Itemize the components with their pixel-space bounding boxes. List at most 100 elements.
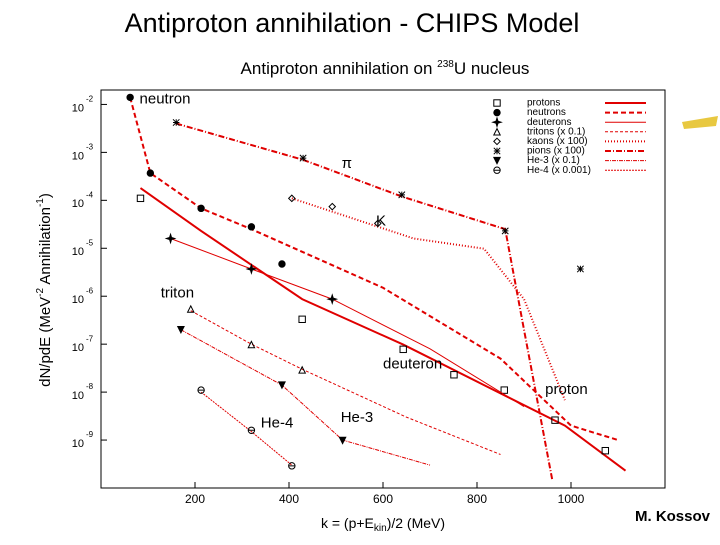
legend-label: He-4 (x 0.001) xyxy=(527,165,591,176)
legend-marker xyxy=(491,116,503,129)
data-point xyxy=(287,194,296,203)
y-tick-exponent: -9 xyxy=(86,430,94,439)
data-point xyxy=(172,118,180,127)
model-curve xyxy=(180,329,431,466)
data-point xyxy=(247,340,256,349)
model-curve xyxy=(129,97,619,442)
y-tick-exponent: -3 xyxy=(86,142,94,151)
data-point xyxy=(299,154,307,162)
data-point xyxy=(277,381,286,390)
x-tick-label: 400 xyxy=(279,492,299,506)
data-point xyxy=(247,426,256,434)
author: M. Kossov xyxy=(635,508,711,525)
data-point xyxy=(373,219,382,228)
y-tick-label: 10 xyxy=(72,390,84,402)
legend-label: pions (x 100) xyxy=(527,146,585,157)
data-point xyxy=(338,436,347,445)
y-tick-exponent: -7 xyxy=(86,334,94,343)
x-tick-label: 800 xyxy=(467,492,487,506)
legend-marker xyxy=(493,166,501,174)
decoration xyxy=(682,116,718,129)
model-curve xyxy=(170,238,525,407)
data-point xyxy=(197,204,205,213)
y-tick-label: 10 xyxy=(72,294,84,306)
annotation: K xyxy=(376,213,386,230)
data-point xyxy=(176,326,185,335)
data-point xyxy=(288,462,296,470)
data-point xyxy=(298,315,306,324)
legend-marker xyxy=(492,127,502,136)
x-label-part: k = (p+E xyxy=(321,515,374,531)
annotation: π xyxy=(342,155,352,172)
annotation: neutron xyxy=(140,90,191,107)
model-curve xyxy=(190,310,501,455)
data-point xyxy=(298,365,307,374)
y-label-part: -1 xyxy=(35,198,46,207)
y-tick-exponent: -2 xyxy=(86,95,94,104)
data-point xyxy=(146,169,155,177)
data-point xyxy=(450,371,458,379)
y-label-part: Annihilation xyxy=(37,207,54,288)
annotation: triton xyxy=(161,284,194,301)
data-point xyxy=(247,223,256,231)
y-tick-label: 10 xyxy=(72,198,84,210)
plot-title-part: Antiproton annihilation on xyxy=(241,59,438,78)
y-tick-label: 10 xyxy=(72,102,84,114)
data-point xyxy=(278,260,286,268)
data-point xyxy=(501,227,509,235)
legend-label: neutrons xyxy=(527,107,566,118)
data-point xyxy=(326,293,339,305)
y-tick-exponent: -5 xyxy=(86,238,94,247)
annotation: proton xyxy=(545,381,588,398)
plot-title: Antiproton annihilation on 238U nucleus xyxy=(241,59,530,79)
legend-label: deuterons xyxy=(527,117,571,128)
legend-label: tritons (x 0.1) xyxy=(527,126,585,137)
y-tick-label: 10 xyxy=(72,150,84,162)
y-tick-label: 10 xyxy=(72,246,84,258)
y-tick-exponent: -8 xyxy=(86,382,94,391)
x-tick-label: 200 xyxy=(185,492,205,506)
y-axis-label: dN/pdE (MeV-2 Annihilation-1) xyxy=(35,193,54,387)
legend-marker xyxy=(493,137,501,146)
data-point xyxy=(576,265,584,273)
data-point xyxy=(186,304,195,313)
x-tick-label: 1000 xyxy=(558,492,585,506)
y-tick-exponent: -4 xyxy=(86,190,94,199)
data-point xyxy=(398,191,406,199)
data-point xyxy=(500,386,508,394)
legend-label: protons xyxy=(527,98,560,109)
x-tick-label: 600 xyxy=(373,492,393,506)
y-tick-exponent: -6 xyxy=(86,286,94,295)
y-tick-label: 10 xyxy=(72,438,84,450)
x-label-part: kin xyxy=(374,523,387,534)
data-point xyxy=(245,263,258,275)
y-label-part: ) xyxy=(37,193,54,198)
data-point xyxy=(328,202,337,211)
model-curve xyxy=(175,122,554,480)
y-tick-label: 10 xyxy=(72,342,84,354)
x-label-part: )/2 (MeV) xyxy=(387,515,445,531)
y-label-part: -2 xyxy=(35,288,46,297)
legend-marker xyxy=(493,99,501,107)
data-point xyxy=(126,93,134,102)
model-curve xyxy=(139,187,627,472)
plot-title-part: U nucleus xyxy=(454,59,530,78)
data-point xyxy=(164,232,177,245)
annotation: He-4 xyxy=(261,415,294,432)
legend-label: He-3 (x 0.1) xyxy=(527,155,580,166)
plot-title-part: 238 xyxy=(437,59,454,70)
legend-marker xyxy=(493,108,501,117)
data-point xyxy=(551,416,559,424)
slide-title: Antiproton annihilation - CHIPS Model xyxy=(125,8,580,38)
legend-marker xyxy=(492,156,502,165)
model-curve xyxy=(200,391,293,466)
annotation: He-3 xyxy=(341,409,374,426)
data-point xyxy=(399,345,407,354)
legend-marker xyxy=(493,147,501,155)
legend-label: kaons (x 100) xyxy=(527,136,588,147)
data-point xyxy=(136,194,145,203)
x-axis-label: k = (p+Ekin)/2 (MeV) xyxy=(321,515,445,534)
y-label-part: dN/pdE (MeV xyxy=(37,297,54,387)
data-point xyxy=(601,446,610,455)
